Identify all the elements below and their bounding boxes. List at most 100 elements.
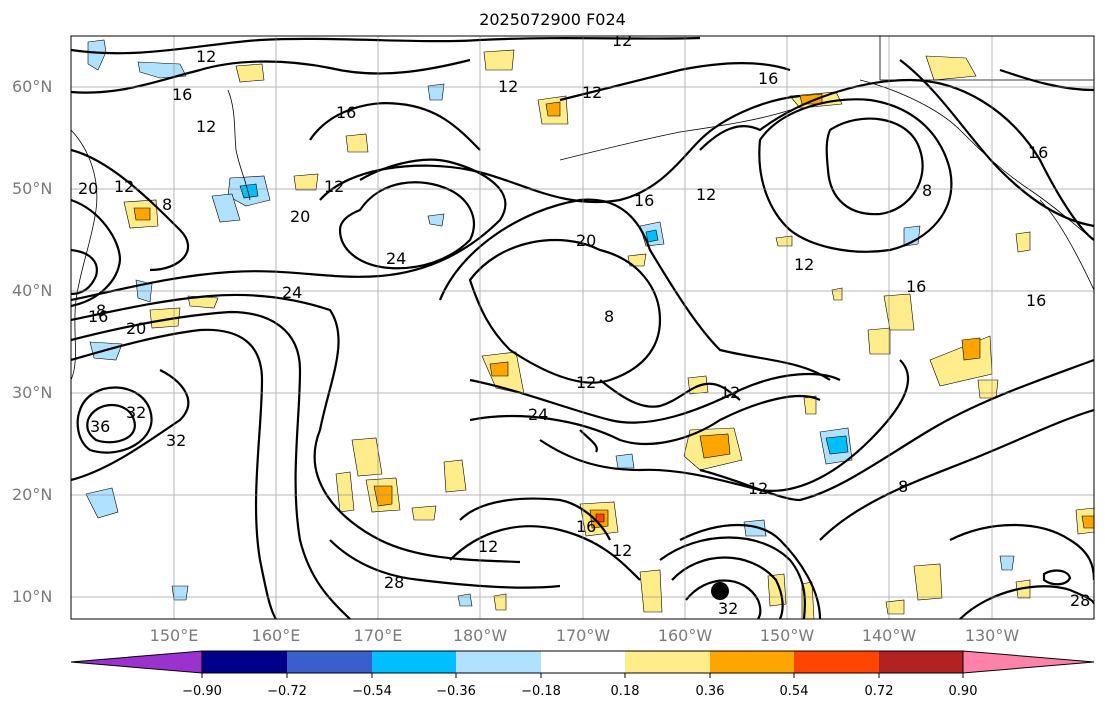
contour-label: 12 [748, 479, 768, 498]
contour-line [71, 158, 507, 302]
blue-patch [825, 435, 849, 455]
contour-label: 16 [576, 517, 596, 536]
yellow-patch [545, 101, 561, 117]
colorbar-segment [287, 651, 372, 673]
contour-label: 16 [88, 307, 108, 326]
contour-label: 12 [612, 31, 632, 50]
coastline [71, 129, 98, 381]
contour-line [599, 379, 741, 408]
yellow-patch [443, 459, 467, 493]
blue-patch [87, 39, 107, 71]
contour-line [819, 408, 1094, 541]
contour-label: 12 [696, 185, 716, 204]
yellow-patch [493, 593, 507, 611]
contour-label: 8 [922, 181, 932, 200]
contour-label: 16 [1028, 143, 1048, 162]
gridlines [71, 36, 1094, 619]
lon-label: 170°W [555, 626, 611, 645]
blue-patch [427, 213, 445, 227]
colorbar-tick-label: 0.18 [610, 684, 640, 699]
lat-label: 10°N [12, 587, 53, 606]
colorbar-tick-label: −0.54 [352, 684, 392, 699]
lon-label: 150°W [759, 626, 815, 645]
contour-line [679, 524, 822, 619]
contour-line [71, 36, 701, 55]
contour-label: 32 [718, 599, 738, 618]
contour-line [559, 62, 791, 102]
yellow-patch [699, 433, 731, 459]
contour-label: 24 [528, 405, 548, 424]
yellow-patch [489, 361, 509, 377]
contour-line [71, 248, 98, 296]
blue-patch [211, 193, 241, 223]
contour-line [949, 523, 1094, 581]
lat-label: 60°N [12, 77, 53, 96]
blue-patch [615, 453, 635, 469]
contour-label: 28 [384, 573, 404, 592]
yellow-patch [639, 569, 663, 613]
colorbar-segment [456, 651, 541, 673]
yellow-patch [883, 293, 915, 331]
colorbar-extend-low [70, 650, 203, 674]
colorbar [70, 650, 1095, 678]
contour-label: 20 [576, 231, 596, 250]
map-frame [70, 35, 1095, 620]
contour-label: 32 [126, 403, 146, 422]
coastline [227, 89, 251, 201]
contour-line [71, 328, 277, 619]
contour-line [468, 238, 662, 384]
lon-label: 180°W [452, 626, 508, 645]
contour-label: 8 [604, 307, 614, 326]
colorbar-tick-label: 0.54 [779, 684, 809, 699]
colorbar-extend-high [962, 650, 1095, 674]
contour-label: 8 [898, 477, 908, 496]
contour-lines [71, 36, 1094, 619]
colorbar-segment [625, 651, 710, 673]
colorbar-tick-label: −0.18 [521, 684, 561, 699]
lon-label: 130°W [964, 626, 1020, 645]
contour-line [699, 358, 1094, 502]
colorbar-tick-label: −0.36 [436, 684, 476, 699]
contour-line [71, 293, 521, 564]
colorbar-tick-label: −0.90 [182, 684, 222, 699]
contour-label: 12 [196, 47, 216, 66]
yellow-patch [483, 49, 515, 71]
contour-line [899, 59, 1094, 228]
contour-line [959, 585, 1094, 619]
lat-label: 30°N [12, 383, 53, 402]
contour-label: 24 [282, 283, 302, 302]
yellow-patch [235, 63, 265, 83]
contour-line [438, 198, 831, 381]
contour-label: 12 [324, 177, 344, 196]
contour-label: 12 [794, 255, 814, 274]
lon-label: 170°E [353, 626, 403, 645]
contour-label: 8 [96, 301, 106, 320]
contour-label: 12 [114, 177, 134, 196]
blue-patch [645, 229, 659, 243]
contour-label: 36 [90, 417, 110, 436]
contour-line [449, 525, 641, 581]
colorbar-segment [879, 651, 963, 673]
yellow-patch [961, 337, 981, 361]
contour-label: 12 [720, 383, 740, 402]
contour-label: 20 [78, 179, 98, 198]
contour-label: 28 [1070, 591, 1090, 610]
contour-label: 16 [1026, 291, 1046, 310]
location-marker [711, 582, 729, 600]
contour-label: 16 [172, 85, 192, 104]
yellow-patch [345, 133, 369, 153]
colorbar-segment [372, 651, 456, 673]
yellow-patch [831, 287, 843, 301]
yellow-patch [867, 327, 891, 355]
blue-patch [457, 593, 473, 607]
contour-label: 16 [634, 191, 654, 210]
yellow-patch [1015, 231, 1031, 253]
colorbar-segment [541, 651, 625, 673]
contour-line [71, 198, 122, 308]
lon-label: 140°W [861, 626, 917, 645]
contour-line [71, 148, 190, 272]
colorbar-tick-label: 0.36 [695, 684, 725, 699]
colorbar-segment [794, 651, 879, 673]
lon-label: 160°E [251, 626, 301, 645]
coastlines [71, 36, 1094, 381]
